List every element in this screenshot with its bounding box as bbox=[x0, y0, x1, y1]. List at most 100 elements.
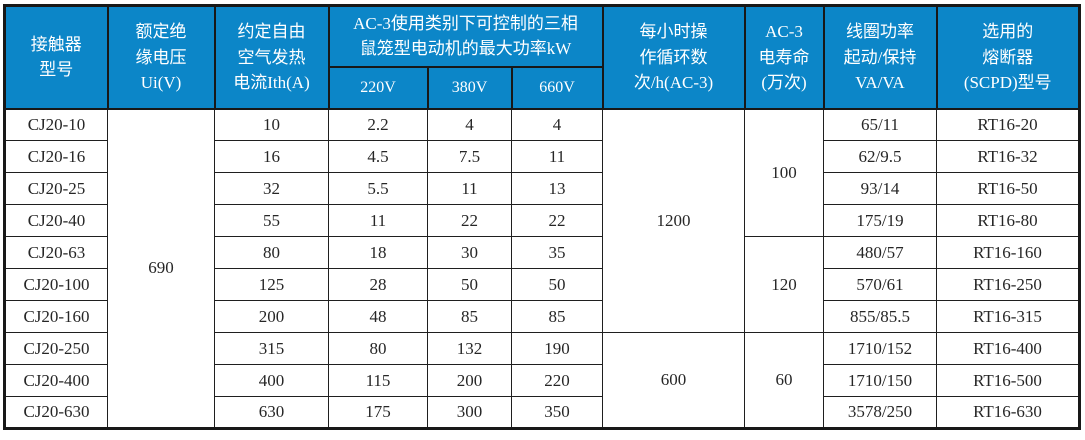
table-row: CJ20-16 16 4.5 7.5 11 62/9.5 RT16-32 bbox=[4, 140, 1080, 173]
cell-power-220v: 80 bbox=[328, 332, 428, 365]
cell-power-380v: 4 bbox=[427, 108, 512, 141]
cell-model: CJ20-25 bbox=[4, 172, 108, 205]
cell-model: CJ20-10 bbox=[4, 108, 108, 141]
cell-thermal-current: 10 bbox=[214, 108, 329, 141]
cell-power-380v: 22 bbox=[427, 204, 512, 237]
cell-power-220v: 4.5 bbox=[328, 140, 428, 173]
cell-power-660v: 190 bbox=[511, 332, 603, 365]
cell-thermal-current: 32 bbox=[214, 172, 329, 205]
table-row: CJ20-63 80 18 30 35 120 480/57 RT16-160 bbox=[4, 236, 1080, 333]
cell-power-380v: 7.5 bbox=[427, 140, 512, 173]
header-cell-power-group: AC-3使用类别下可控制的三相 鼠笼型电动机的最大功率kW bbox=[327, 4, 604, 68]
cell-power-660v: 220 bbox=[511, 364, 603, 397]
cell-cycles-per-hour: 600 bbox=[602, 332, 745, 429]
table-body: CJ20-10 690 10 2.2 4 4 1200 100 65/11 RT16-20 CJ20… bbox=[4, 108, 1080, 429]
cell-coil-power: 3578/250 bbox=[823, 396, 937, 429]
cell-power-220v: 115 bbox=[328, 364, 428, 397]
header-cell-cycles-per-hour: 每小时操 作循环数 次/h(AC-3) bbox=[601, 4, 746, 110]
cell-coil-power: 175/19 bbox=[823, 204, 937, 237]
table-row: CJ20-10 690 10 2.2 4 4 1200 100 65/11 RT16-20 bbox=[4, 108, 1080, 429]
cell-power-220v: 175 bbox=[328, 396, 428, 429]
cell-coil-power: 1710/152 bbox=[823, 332, 937, 365]
cell-power-660v: 4 bbox=[511, 108, 603, 141]
cell-fuse-model: RT16-500 bbox=[936, 364, 1080, 397]
cell-model: CJ20-63 bbox=[4, 236, 108, 269]
cell-thermal-current: 400 bbox=[214, 364, 329, 397]
header-cell-electrical-life: AC-3 电寿命 (万次) bbox=[743, 4, 825, 110]
contactor-spec-table: 接触器 型号 额定绝 缘电压 Ui(V) 约定自由 空气发热 电流Ith(A) … bbox=[3, 4, 1081, 430]
cell-fuse-model: RT16-630 bbox=[936, 396, 1080, 429]
cell-insulation-voltage: 690 bbox=[107, 108, 215, 429]
cell-fuse-model: RT16-80 bbox=[936, 204, 1080, 237]
table-row: CJ20-25 32 5.5 11 13 93/14 RT16-50 bbox=[4, 172, 1080, 205]
cell-power-660v: 13 bbox=[511, 172, 603, 205]
cell-power-220v: 48 bbox=[328, 300, 428, 333]
cell-power-220v: 11 bbox=[328, 204, 428, 237]
cell-fuse-model: RT16-250 bbox=[936, 268, 1080, 301]
cell-coil-power: 1710/150 bbox=[823, 364, 937, 397]
cell-coil-power: 480/57 bbox=[823, 236, 937, 269]
cell-power-220v: 18 bbox=[328, 236, 428, 269]
cell-power-380v: 200 bbox=[427, 364, 512, 397]
header-cell-660v: 660V bbox=[510, 65, 604, 110]
header-row-top: 接触器 型号 额定绝 缘电压 Ui(V) 约定自由 空气发热 电流Ith(A) … bbox=[3, 4, 1081, 110]
cell-fuse-model: RT16-20 bbox=[936, 108, 1080, 141]
header-cell-thermal-current: 约定自由 空气发热 电流Ith(A) bbox=[213, 4, 330, 110]
header-cell-220v: 220V bbox=[327, 65, 429, 110]
cell-model: CJ20-160 bbox=[4, 300, 108, 333]
cell-electrical-life: 100 bbox=[744, 108, 824, 237]
cell-model: CJ20-250 bbox=[4, 332, 108, 365]
cell-power-220v: 2.2 bbox=[328, 108, 428, 141]
table-row: CJ20-160 200 48 85 85 855/85.5 RT16-315 bbox=[4, 300, 1080, 333]
header-row-voltages: 220V 380V 660V bbox=[5, 65, 1080, 110]
cell-model: CJ20-16 bbox=[4, 140, 108, 173]
cell-coil-power: 93/14 bbox=[823, 172, 937, 205]
cell-model: CJ20-400 bbox=[4, 364, 108, 397]
cell-thermal-current: 630 bbox=[214, 396, 329, 429]
cell-power-660v: 35 bbox=[511, 236, 603, 269]
cell-thermal-current: 200 bbox=[214, 300, 329, 333]
cell-model: CJ20-40 bbox=[4, 204, 108, 237]
cell-cycles-per-hour: 1200 bbox=[602, 108, 745, 333]
cell-fuse-model: RT16-315 bbox=[936, 300, 1080, 333]
cell-model: CJ20-100 bbox=[4, 268, 108, 301]
cell-electrical-life: 60 bbox=[744, 332, 824, 429]
cell-fuse-model: RT16-160 bbox=[936, 236, 1080, 269]
table-row: CJ20-400 400 115 200 220 1710/150 RT16-500 bbox=[4, 364, 1080, 397]
cell-power-380v: 11 bbox=[427, 172, 512, 205]
cell-thermal-current: 315 bbox=[214, 332, 329, 365]
table-row: CJ20-630 630 175 300 350 3578/250 RT16-630 bbox=[4, 396, 1080, 429]
cell-coil-power: 855/85.5 bbox=[823, 300, 937, 333]
cell-power-660v: 50 bbox=[511, 268, 603, 301]
cell-power-380v: 300 bbox=[427, 396, 512, 429]
cell-coil-power: 65/11 bbox=[823, 108, 937, 141]
cell-power-220v: 5.5 bbox=[328, 172, 428, 205]
table-row: CJ20-250 315 80 132 190 600 60 1710/152 RT16-400 bbox=[4, 332, 1080, 429]
header-cell-coil-power: 线圈功率 起动/保持 VA/VA bbox=[822, 4, 938, 110]
cell-fuse-model: RT16-32 bbox=[936, 140, 1080, 173]
cell-thermal-current: 125 bbox=[214, 268, 329, 301]
cell-fuse-model: RT16-400 bbox=[936, 332, 1080, 365]
cell-thermal-current: 55 bbox=[214, 204, 329, 237]
header-cell-model: 接触器 型号 bbox=[3, 4, 109, 110]
cell-power-660v: 11 bbox=[511, 140, 603, 173]
header-cell-380v: 380V bbox=[426, 65, 513, 110]
table-header: 接触器 型号 额定绝 缘电压 Ui(V) 约定自由 空气发热 电流Ith(A) … bbox=[3, 4, 1081, 110]
cell-power-380v: 50 bbox=[427, 268, 512, 301]
cell-coil-power: 62/9.5 bbox=[823, 140, 937, 173]
cell-thermal-current: 16 bbox=[214, 140, 329, 173]
cell-model: CJ20-630 bbox=[4, 396, 108, 429]
table-row: CJ20-100 125 28 50 50 570/61 RT16-250 bbox=[4, 268, 1080, 301]
cell-coil-power: 570/61 bbox=[823, 268, 937, 301]
cell-power-380v: 85 bbox=[427, 300, 512, 333]
cell-power-220v: 28 bbox=[328, 268, 428, 301]
cell-power-660v: 350 bbox=[511, 396, 603, 429]
cell-electrical-life: 120 bbox=[744, 236, 824, 333]
cell-power-380v: 30 bbox=[427, 236, 512, 269]
cell-power-660v: 85 bbox=[511, 300, 603, 333]
cell-thermal-current: 80 bbox=[214, 236, 329, 269]
header-cell-insulation-voltage: 额定绝 缘电压 Ui(V) bbox=[106, 4, 216, 110]
cell-power-660v: 22 bbox=[511, 204, 603, 237]
cell-fuse-model: RT16-50 bbox=[936, 172, 1080, 205]
cell-power-380v: 132 bbox=[427, 332, 512, 365]
